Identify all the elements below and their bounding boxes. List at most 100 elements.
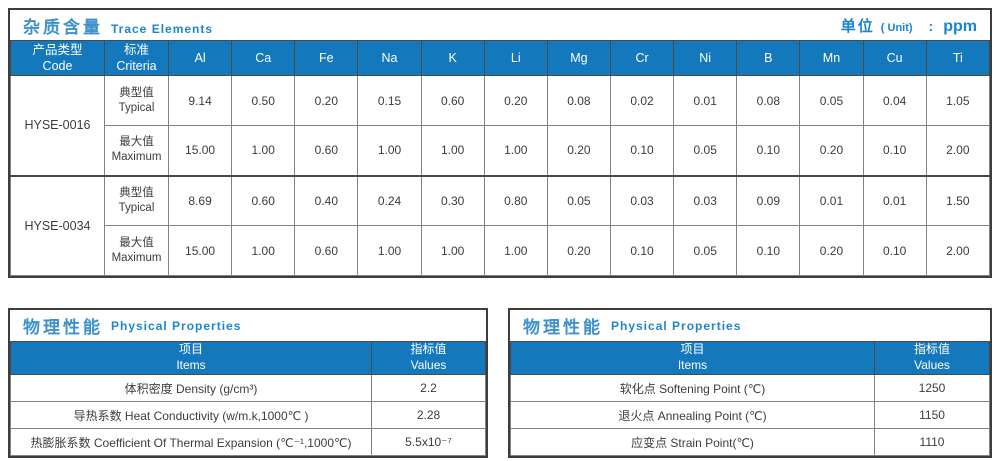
col-header-values: 指标值 Values [371, 341, 486, 375]
trace-value-cell: 8.69 [167, 174, 233, 226]
trace-value-cell: 0.20 [546, 125, 611, 176]
trace-row-0034-typical: HYSE-0034 典型值 Typical 8.69 0.60 0.40 0.2… [10, 174, 991, 276]
phys-right-title-en: Physical Properties [611, 318, 742, 333]
property-item-cell: 软化点 Softening Point (℃) [509, 374, 876, 402]
criteria-en: Maximum [111, 251, 162, 264]
unit-value: ppm [943, 17, 977, 35]
trace-value-cell: 0.05 [673, 125, 738, 176]
col-header-values: 指标值 Values [874, 341, 990, 375]
criteria-en: Typical [118, 101, 155, 114]
section-title-zh: 杂质含量 [23, 17, 103, 37]
physical-properties-right-section: 物理性能 Physical Properties 项目 Items 指标值 Val… [508, 308, 992, 458]
trace-row-0016-typical: HYSE-0016 典型值 Typical 9.14 0.50 0.20 0.1… [10, 75, 991, 176]
col-header-items-en: Items [176, 358, 206, 372]
section-title-en: Trace Elements [111, 21, 214, 36]
trace-value-cell: 15.00 [167, 125, 233, 176]
trace-title-bar: 杂质含量 Trace Elements 单位 ( Unit) : ppm [10, 10, 990, 40]
trace-value-cell: 0.80 [483, 174, 548, 226]
property-value-cell: 5.5x10⁻⁷ [371, 428, 486, 456]
col-header-element: Li [483, 40, 548, 76]
unit-colon: : [928, 17, 934, 34]
col-header-element: Ca [231, 40, 296, 76]
trace-value-cell: 9.14 [167, 75, 233, 126]
trace-value-cell: 15.00 [167, 225, 233, 276]
unit-label-paren: ( Unit) [880, 21, 913, 34]
criteria-zh: 最大值 [119, 136, 154, 149]
trace-value-cell: 0.01 [673, 75, 738, 126]
col-header-element: Cu [862, 40, 927, 76]
trace-value-cell: 0.10 [736, 225, 801, 276]
trace-value-cell: 0.10 [609, 125, 675, 176]
physical-properties-left-table: 项目 Items 指标值 Values 体积密度 Density (g/cm³)… [10, 341, 486, 456]
phys-right-title-bar: 物理性能 Physical Properties [510, 310, 990, 341]
trace-value-cell: 0.10 [862, 125, 927, 176]
trace-row-0034-maximum: 最大值 Maximum 15.00 1.00 0.60 1.00 1.00 1.… [11, 225, 991, 276]
property-item-cell: 退火点 Annealing Point (℃) [509, 401, 876, 429]
col-header-element: Na [357, 40, 422, 76]
col-header-criteria: 标准 Criteria [104, 40, 169, 76]
trace-value-cell: 0.60 [231, 174, 296, 226]
product-code-cell: HYSE-0016 [10, 75, 105, 176]
criteria-cell: 典型值 Typical [104, 75, 169, 126]
table-row: 体积密度 Density (g/cm³) 2.2 [10, 374, 486, 402]
trace-value-cell: 0.20 [799, 225, 864, 276]
unit-label-zh: 单位 [840, 17, 875, 35]
trace-value-cell: 0.60 [294, 225, 359, 276]
col-header-values-zh: 指标值 [410, 342, 447, 357]
col-header-criteria-en: Criteria [116, 59, 157, 73]
physical-properties-left-section: 物理性能 Physical Properties 项目 Items 指标值 Val… [8, 308, 488, 458]
trace-value-cell: 1.00 [420, 125, 485, 176]
criteria-cell: 最大值 Maximum [104, 225, 169, 276]
col-header-items-en: Items [677, 358, 708, 372]
trace-value-cell: 0.20 [546, 225, 611, 276]
trace-row-0016-maximum: 最大值 Maximum 15.00 1.00 0.60 1.00 1.00 1.… [11, 125, 991, 176]
trace-value-cell: 0.50 [231, 75, 296, 126]
criteria-cell: 最大值 Maximum [104, 125, 169, 176]
table-row: 导热系数 Heat Conductivity (w/m.k,1000℃ ) 2.… [10, 401, 486, 429]
trace-value-cell: 0.60 [420, 75, 485, 126]
product-code-cell: HYSE-0034 [10, 174, 105, 276]
trace-value-cell: 2.00 [925, 125, 991, 176]
col-header-element: Ni [673, 40, 738, 76]
trace-elements-table: 产品类型 Code 标准 Criteria Al Ca Fe Na K Li M… [10, 40, 991, 276]
property-value-cell: 2.2 [371, 374, 486, 402]
trace-value-cell: 0.03 [673, 174, 738, 226]
property-item-cell: 导热系数 Heat Conductivity (w/m.k,1000℃ ) [10, 401, 372, 429]
trace-value-cell: 1.00 [420, 225, 485, 276]
col-header-items-zh: 项目 [680, 342, 705, 357]
phys-left-title-bar: 物理性能 Physical Properties [10, 310, 486, 341]
trace-value-cell: 1.00 [231, 225, 296, 276]
trace-value-cell: 0.01 [799, 174, 864, 226]
trace-value-cell: 0.20 [294, 75, 359, 126]
col-header-values-zh: 指标值 [914, 342, 951, 357]
trace-value-cell: 0.20 [483, 75, 548, 126]
trace-value-cell: 0.09 [736, 174, 801, 226]
col-header-code-en: Code [42, 59, 73, 73]
col-header-items: 项目 Items [509, 341, 876, 375]
property-value-cell: 1150 [874, 401, 990, 429]
trace-value-cell: 0.20 [799, 125, 864, 176]
property-item-cell: 应变点 Strain Point(℃) [509, 428, 876, 456]
trace-value-cell: 0.10 [862, 225, 927, 276]
trace-value-cell: 0.04 [862, 75, 927, 126]
property-item-cell: 体积密度 Density (g/cm³) [10, 374, 372, 402]
trace-value-cell: 1.00 [483, 125, 548, 176]
trace-value-cell: 0.60 [294, 125, 359, 176]
trace-value-cell: 1.05 [925, 75, 991, 126]
table-row: 热膨胀系数 Coefficient Of Thermal Expansion (… [10, 428, 486, 456]
trace-value-cell: 1.00 [357, 225, 422, 276]
trace-value-cell: 1.50 [925, 174, 991, 226]
criteria-en: Typical [118, 201, 155, 214]
trace-value-cell: 0.05 [546, 174, 611, 226]
trace-value-cell: 0.01 [862, 174, 927, 226]
table-row: 退火点 Annealing Point (℃) 1150 [509, 401, 990, 429]
unit-label: 单位 ( Unit) : ppm [841, 15, 977, 36]
col-header-element: B [736, 40, 801, 76]
property-value-cell: 1250 [874, 374, 990, 402]
col-header-element: K [420, 40, 485, 76]
trace-elements-section: 杂质含量 Trace Elements 单位 ( Unit) : ppm 产品类型… [8, 8, 992, 278]
trace-value-cell: 0.10 [609, 225, 675, 276]
col-header-code-zh: 产品类型 [32, 42, 83, 57]
phys-right-title-zh: 物理性能 [523, 318, 603, 337]
trace-value-cell: 0.15 [357, 75, 422, 126]
